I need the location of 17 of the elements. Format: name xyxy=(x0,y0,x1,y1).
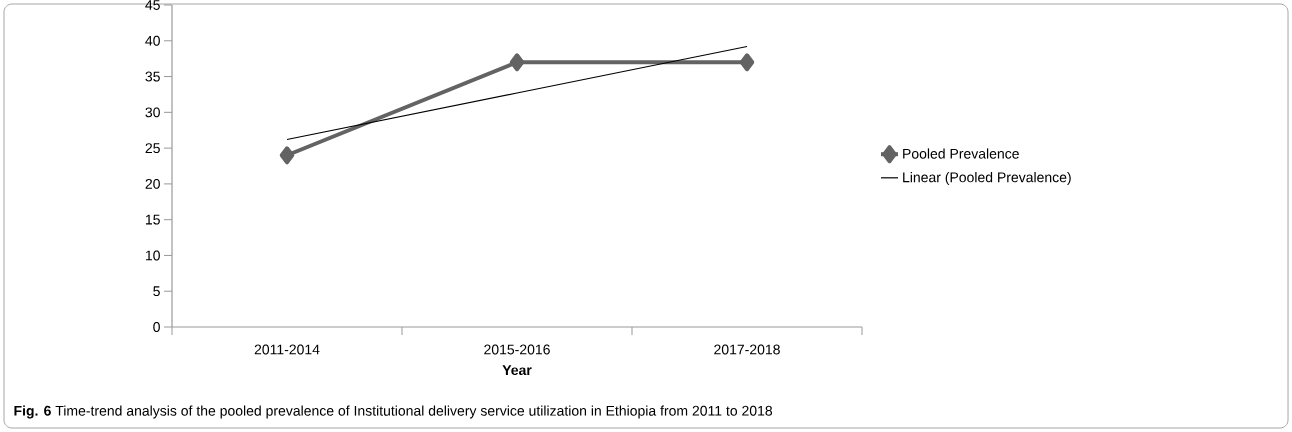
legend-label: Pooled Prevalence xyxy=(903,148,1019,159)
y-tick-label: 0 xyxy=(153,322,160,332)
text: Fig. 6 Time-trend analysis of the pooled prevalence of Institutional delivery service utilization in Ethiopia from 2011 to 2018 xyxy=(14,405,773,419)
legend-label: Linear (Pooled Prevalence) xyxy=(903,172,1071,186)
x-tick-label: 2011-2014 xyxy=(254,344,320,355)
y-tick-label: 35 xyxy=(145,71,160,82)
y-tick-label: 10 xyxy=(145,250,160,261)
y-tick-label: 5 xyxy=(153,286,160,297)
x-tick-label: 2015-2016 xyxy=(484,344,550,355)
y-tick-label: 20 xyxy=(145,178,160,189)
x-axis-title: Year xyxy=(502,365,532,376)
x-tick-label: 2017-2018 xyxy=(714,344,780,355)
y-tick-label: 40 xyxy=(145,35,160,46)
y-tick-label: 15 xyxy=(145,214,160,225)
y-tick-label: 25 xyxy=(145,143,160,154)
y-tick-label: 30 xyxy=(145,107,160,118)
y-tick-label: 45 xyxy=(145,0,160,10)
